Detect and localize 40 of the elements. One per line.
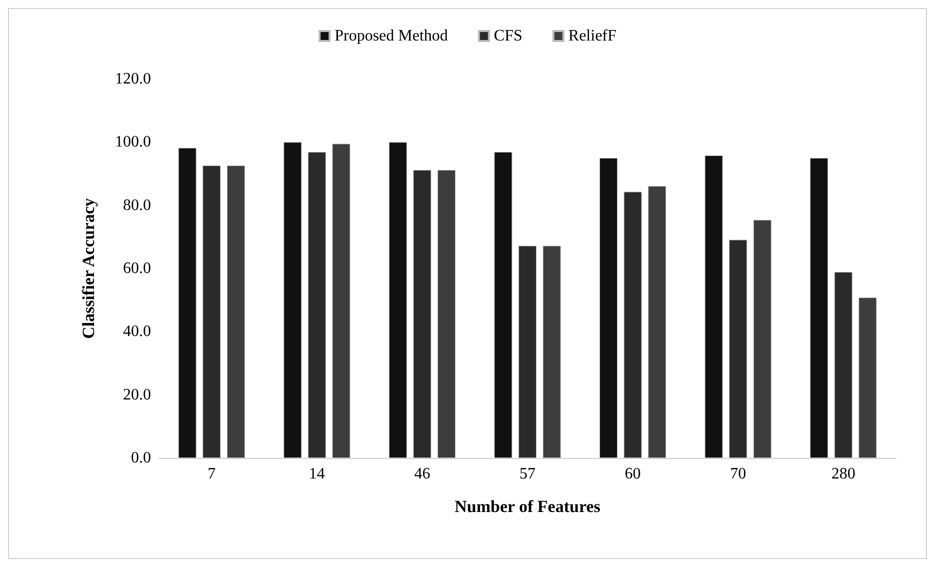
x-tick-label: 60 [624, 466, 641, 482]
bar [518, 246, 536, 458]
x-tick-label: 57 [520, 466, 536, 482]
bar [308, 152, 326, 458]
bar [599, 158, 618, 458]
y-axis-title: Classifier Accuracy [79, 198, 98, 339]
bar [332, 144, 350, 458]
bar [438, 170, 456, 458]
bar [178, 148, 196, 458]
legend-label: ReliefF [568, 28, 616, 44]
x-axis-title: Number of Features [454, 497, 601, 516]
bar [648, 186, 666, 458]
x-tick-label: 7 [208, 466, 216, 482]
y-tick-label: 80.0 [123, 196, 151, 214]
bar [729, 240, 748, 458]
bar [858, 298, 877, 458]
bar [704, 155, 723, 458]
bar [624, 192, 642, 458]
bar [494, 152, 512, 458]
bar [226, 166, 245, 458]
x-tick-label: 280 [831, 466, 856, 482]
bar [753, 220, 772, 458]
y-tick-label: 120.0 [115, 70, 151, 88]
legend-label: CFS [494, 28, 522, 44]
y-tick-label: 60.0 [123, 260, 151, 277]
bar [834, 272, 852, 458]
bar [542, 246, 561, 458]
bar [388, 142, 407, 458]
bar [810, 158, 828, 458]
x-tick-label: 70 [730, 466, 746, 482]
y-tick-label: 100.0 [115, 134, 151, 151]
y-tick-label: 0.0 [131, 450, 151, 466]
x-tick-label: 46 [414, 466, 430, 482]
legend-label: Proposed Method [334, 28, 448, 44]
bar [413, 170, 432, 458]
bar [284, 142, 302, 458]
bar [202, 166, 221, 458]
y-tick-label: 40.0 [123, 323, 151, 340]
y-tick-label: 20.0 [123, 386, 151, 404]
x-tick-label: 14 [308, 466, 325, 482]
